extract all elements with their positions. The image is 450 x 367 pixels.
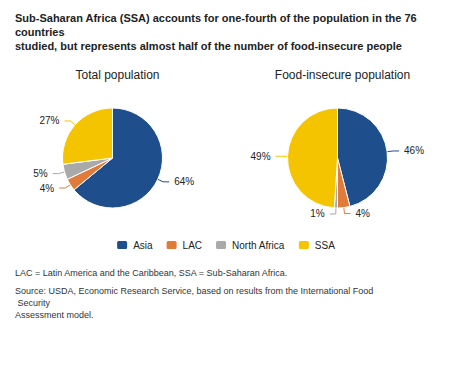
svg-text:Asia: Asia xyxy=(133,240,153,251)
svg-text:27%: 27% xyxy=(39,115,59,126)
svg-text:4%: 4% xyxy=(356,208,371,219)
svg-text:5%: 5% xyxy=(33,168,48,179)
svg-text:1%: 1% xyxy=(310,208,325,219)
svg-text:64%: 64% xyxy=(174,176,194,187)
svg-text:North Africa: North Africa xyxy=(232,240,285,251)
svg-text:Food-insecure population: Food-insecure population xyxy=(275,68,410,82)
svg-text:49%: 49% xyxy=(251,151,271,162)
svg-text:Assessment model.: Assessment model. xyxy=(15,310,94,320)
svg-text:Total population: Total population xyxy=(75,68,159,82)
svg-text:studied, but represents almost: studied, but represents almost half of t… xyxy=(15,40,402,52)
svg-text:Sub-Saharan Africa (SSA) accou: Sub-Saharan Africa (SSA) accounts for on… xyxy=(15,12,420,24)
svg-text:Source: USDA, Economic Researc: Source: USDA, Economic Research Service,… xyxy=(15,286,373,296)
svg-text:Security: Security xyxy=(15,298,51,308)
svg-text:4%: 4% xyxy=(40,183,55,194)
svg-text:LAC: LAC xyxy=(183,240,202,251)
svg-text:countries: countries xyxy=(15,26,65,38)
svg-text:SSA: SSA xyxy=(315,240,335,251)
svg-text:LAC = Latin America and the Ca: LAC = Latin America and the Caribbean, S… xyxy=(15,268,287,278)
svg-text:46%: 46% xyxy=(404,145,424,156)
